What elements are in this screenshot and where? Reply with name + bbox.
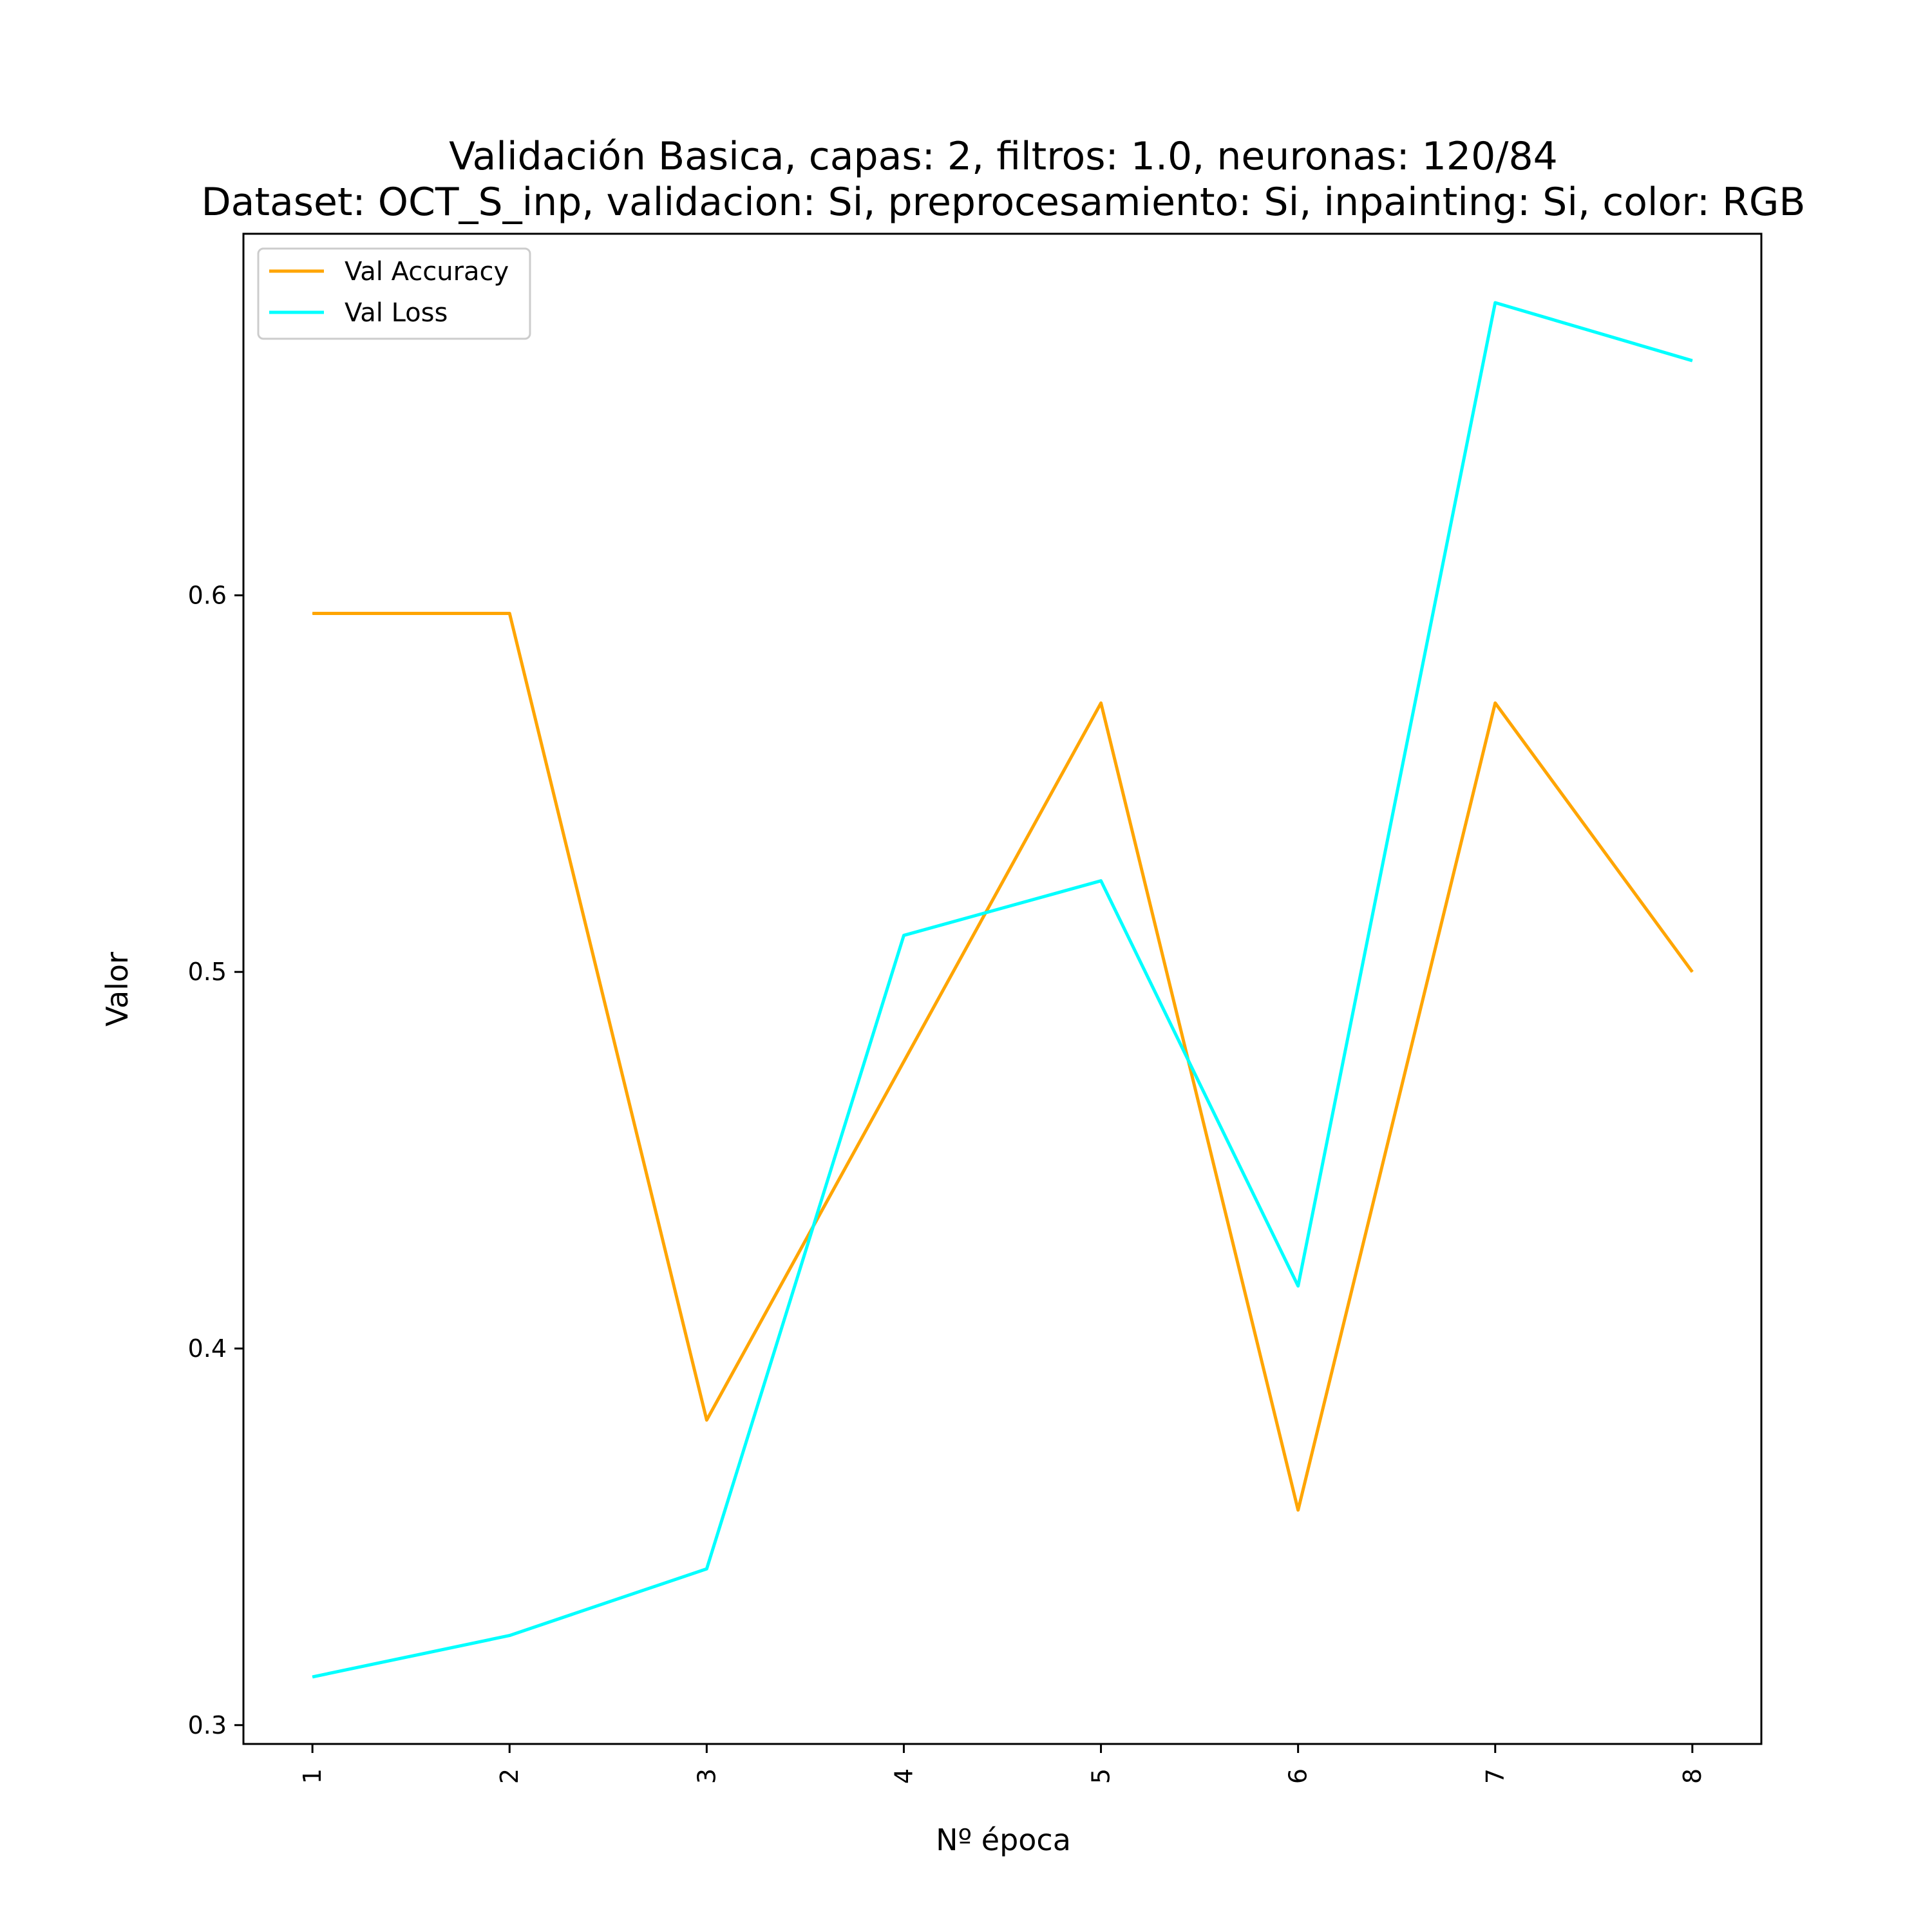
x-axis-ticks: 1 2 3 4 5 6 7 8 [298, 1744, 1707, 1784]
series-line-val-loss [312, 301, 1693, 1679]
x-tick-label: 2 [495, 1768, 524, 1784]
chart-subtitle: Dataset: OCT_S_inp, validacion: Si, prep… [201, 180, 1805, 225]
y-tick-label: 0.5 [188, 958, 227, 986]
x-tick-label: 4 [889, 1768, 918, 1784]
series-line-val-accuracy [312, 611, 1694, 1512]
legend-label-val-accuracy: Val Accuracy [345, 257, 509, 287]
legend: Val Accuracy Val Loss [257, 247, 531, 340]
data-point-val-accuracy [312, 612, 313, 614]
chart-title: Validación Basica, capas: 2, filtros: 1.… [449, 134, 1558, 179]
x-tick-label: 5 [1087, 1768, 1115, 1784]
x-tick-label: 6 [1284, 1768, 1312, 1784]
y-axis-ticks: 0.3 0.4 0.5 0.6 [188, 581, 243, 1739]
data-point-val-loss [312, 1676, 313, 1678]
data-point-val-accuracy [509, 612, 510, 614]
x-tick-label: 7 [1481, 1768, 1510, 1784]
y-tick-label: 0.3 [188, 1711, 227, 1739]
legend-label-val-loss: Val Loss [345, 298, 448, 328]
y-tick-label: 0.4 [188, 1334, 227, 1363]
x-tick-label: 1 [298, 1768, 327, 1784]
x-axis-label: Nº época [936, 1823, 1071, 1857]
x-tick-label: 8 [1678, 1768, 1707, 1784]
plot-frame [242, 232, 1763, 1745]
y-axis-label: Valor [100, 952, 135, 1027]
data-point-val-accuracy [706, 1419, 707, 1421]
y-tick-label: 0.6 [188, 581, 227, 609]
data-point-val-loss [509, 1635, 510, 1636]
x-tick-label: 3 [692, 1768, 721, 1784]
series-layer [312, 301, 1694, 1679]
plot-area [242, 232, 1763, 1745]
legend-box [257, 247, 531, 340]
